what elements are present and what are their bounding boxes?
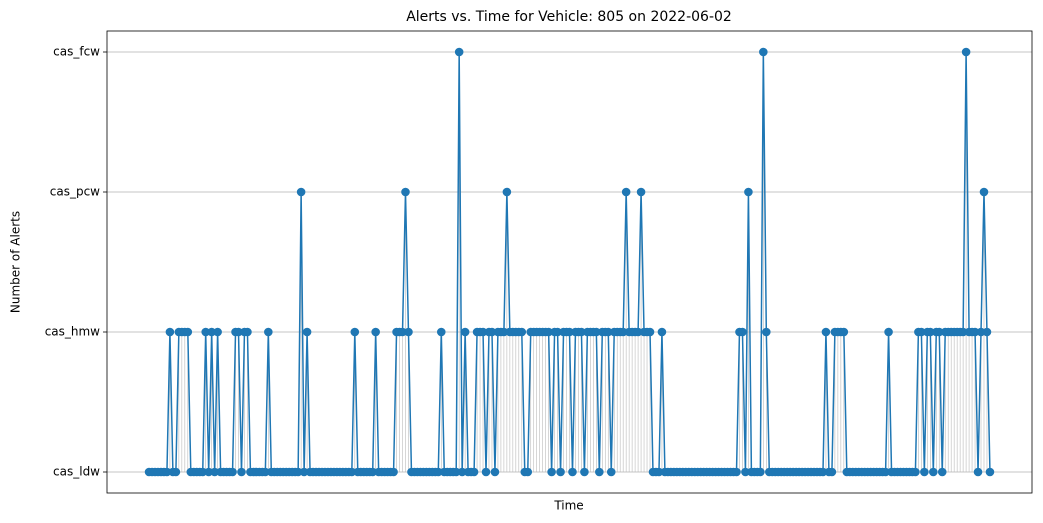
point: [350, 327, 360, 337]
point: [523, 467, 533, 477]
point: [204, 467, 213, 477]
plot-frame: [106, 30, 1033, 494]
point: [618, 327, 628, 337]
point: [917, 327, 926, 337]
point: [213, 327, 222, 337]
point: [293, 467, 303, 477]
point: [595, 467, 604, 477]
point: [970, 327, 980, 337]
point: [368, 467, 377, 477]
point: [928, 467, 938, 477]
point: [460, 327, 470, 337]
point: [243, 327, 252, 337]
point: [985, 467, 995, 477]
point: [881, 467, 890, 477]
point: [636, 187, 646, 197]
point: [603, 327, 613, 337]
point: [821, 327, 831, 337]
point: [347, 467, 357, 477]
point: [818, 467, 828, 477]
point: [201, 327, 211, 337]
point: [401, 187, 410, 197]
point: [577, 327, 586, 337]
point: [457, 467, 467, 477]
point: [654, 467, 664, 477]
point: [976, 327, 986, 337]
point: [165, 327, 175, 337]
point: [979, 187, 989, 197]
point: [982, 327, 992, 337]
point: [398, 327, 407, 337]
point: [237, 467, 246, 477]
point: [556, 467, 565, 477]
point: [469, 467, 479, 477]
point: [207, 327, 216, 337]
point: [264, 327, 273, 337]
point: [606, 467, 616, 477]
point: [759, 47, 768, 57]
point: [198, 467, 208, 477]
point: [162, 467, 172, 477]
point: [961, 47, 971, 57]
point: [744, 187, 753, 197]
point: [568, 467, 577, 477]
point: [544, 327, 553, 337]
point: [451, 467, 461, 477]
point: [228, 467, 237, 477]
point: [884, 327, 893, 337]
point: [738, 327, 747, 337]
point: [490, 467, 500, 477]
point: [827, 467, 837, 477]
point: [183, 327, 193, 337]
point: [839, 327, 849, 337]
point: [762, 327, 771, 337]
point: [299, 467, 309, 477]
point: [926, 327, 935, 337]
y-tick-label: cas_fcw: [53, 45, 100, 59]
point: [296, 187, 306, 197]
point: [371, 327, 380, 337]
y-tick-label: cas_hmw: [45, 325, 100, 339]
point: [657, 327, 667, 337]
point: [436, 327, 446, 337]
point: [547, 467, 556, 477]
point: [934, 327, 944, 337]
point: [454, 47, 464, 57]
point: [502, 187, 512, 197]
point: [756, 467, 765, 477]
point: [973, 467, 983, 477]
point: [621, 187, 631, 197]
point: [478, 327, 488, 337]
y-axis-label: Number of Alerts: [9, 211, 23, 313]
point: [481, 467, 491, 477]
x-axis-label: Time: [553, 499, 583, 513]
y-tick-label: cas_ldw: [53, 465, 100, 479]
point: [404, 327, 413, 337]
point: [171, 467, 181, 477]
point: [234, 327, 243, 337]
point: [517, 327, 527, 337]
point: [210, 467, 219, 477]
y-tick-label: cas_pcw: [50, 185, 100, 199]
point: [302, 327, 312, 337]
point: [487, 327, 497, 337]
point: [261, 467, 270, 477]
point: [592, 327, 601, 337]
point: [433, 467, 443, 477]
point: [741, 467, 750, 477]
chart-title: Alerts vs. Time for Vehicle: 805 on 2022…: [406, 9, 732, 25]
point: [937, 467, 947, 477]
point: [499, 327, 509, 337]
point: [920, 467, 929, 477]
point: [911, 467, 920, 477]
point: [732, 467, 741, 477]
point: [565, 327, 574, 337]
point: [958, 327, 968, 337]
point: [580, 467, 589, 477]
point: [633, 327, 643, 337]
point: [645, 327, 655, 337]
point: [553, 327, 562, 337]
point: [389, 467, 398, 477]
